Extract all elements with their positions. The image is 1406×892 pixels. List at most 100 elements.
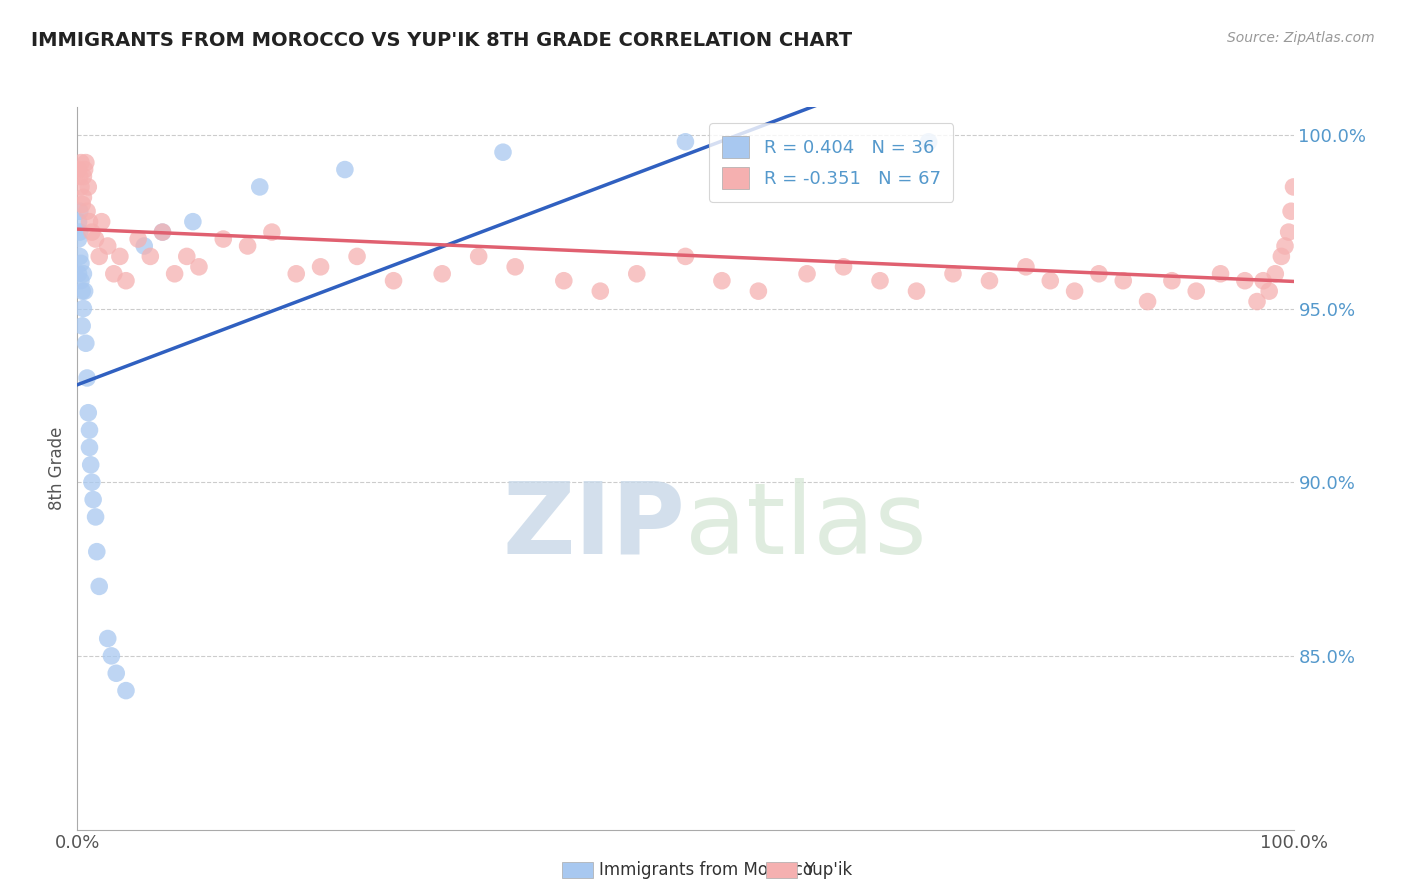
Point xyxy=(181,215,204,229)
Point xyxy=(1282,180,1305,194)
Point xyxy=(382,274,405,288)
Point xyxy=(1278,225,1301,239)
Point xyxy=(90,215,112,229)
Point xyxy=(1088,267,1111,281)
Point xyxy=(67,162,90,177)
Point xyxy=(1258,284,1281,298)
Point xyxy=(77,180,100,194)
Point xyxy=(115,683,138,698)
Point xyxy=(1264,267,1286,281)
Point xyxy=(942,267,965,281)
Text: Source: ZipAtlas.com: Source: ZipAtlas.com xyxy=(1227,31,1375,45)
Point xyxy=(1136,294,1159,309)
Point xyxy=(89,579,111,593)
Point xyxy=(76,371,98,385)
Point xyxy=(979,274,1001,288)
Point xyxy=(236,239,259,253)
Point xyxy=(333,162,356,177)
Legend: R = 0.404   N = 36, R = -0.351   N = 67: R = 0.404 N = 36, R = -0.351 N = 67 xyxy=(710,123,953,202)
Point xyxy=(127,232,149,246)
Point xyxy=(626,267,648,281)
Point xyxy=(285,267,308,281)
Point xyxy=(346,249,368,263)
Point xyxy=(73,162,96,177)
Y-axis label: 8th Grade: 8th Grade xyxy=(48,426,66,510)
Text: IMMIGRANTS FROM MOROCCO VS YUP'IK 8TH GRADE CORRELATION CHART: IMMIGRANTS FROM MOROCCO VS YUP'IK 8TH GR… xyxy=(31,31,852,50)
Point xyxy=(115,274,138,288)
Point xyxy=(212,232,235,246)
Point xyxy=(67,232,90,246)
Point xyxy=(108,249,131,263)
Point xyxy=(80,475,103,490)
Point xyxy=(72,301,94,316)
Point xyxy=(97,239,120,253)
Point xyxy=(1112,274,1135,288)
Point xyxy=(97,632,120,646)
Point xyxy=(69,249,91,263)
Point xyxy=(832,260,855,274)
Point xyxy=(79,441,101,455)
Point xyxy=(80,225,103,239)
Point xyxy=(503,260,526,274)
Point xyxy=(70,256,93,270)
Point xyxy=(67,267,90,281)
Point xyxy=(72,190,94,204)
Text: atlas: atlas xyxy=(686,477,927,574)
Point xyxy=(69,204,91,219)
Point xyxy=(100,648,122,663)
Point xyxy=(675,249,697,263)
Point xyxy=(869,274,891,288)
Point xyxy=(152,225,174,239)
Point xyxy=(77,406,100,420)
Point xyxy=(260,225,283,239)
Point xyxy=(76,204,98,219)
Point xyxy=(80,458,103,472)
Point xyxy=(84,510,107,524)
Point xyxy=(589,284,612,298)
Point xyxy=(467,249,489,263)
Point xyxy=(492,145,515,160)
Point xyxy=(163,267,186,281)
Point xyxy=(70,318,93,333)
Point xyxy=(249,180,271,194)
Point xyxy=(73,284,96,298)
Point xyxy=(105,666,128,681)
Point xyxy=(82,492,104,507)
Point xyxy=(86,544,108,558)
Point xyxy=(918,135,941,149)
Point xyxy=(710,274,733,288)
Point xyxy=(103,267,125,281)
Point xyxy=(70,197,93,211)
Point xyxy=(70,284,93,298)
Point xyxy=(1233,274,1256,288)
Point xyxy=(188,260,211,274)
Point xyxy=(134,239,156,253)
Point xyxy=(70,274,93,288)
Point xyxy=(79,423,101,437)
Point xyxy=(1246,294,1268,309)
Point xyxy=(69,169,91,184)
Point xyxy=(675,135,697,149)
Point xyxy=(75,336,97,351)
Point xyxy=(553,274,575,288)
Text: Yup'ik: Yup'ik xyxy=(804,861,852,879)
Text: ZIP: ZIP xyxy=(502,477,686,574)
Point xyxy=(1270,249,1292,263)
Point xyxy=(1039,274,1062,288)
Point xyxy=(309,260,332,274)
Point xyxy=(176,249,198,263)
Point xyxy=(1274,239,1296,253)
Point xyxy=(1185,284,1208,298)
Point xyxy=(747,284,769,298)
Point xyxy=(67,215,90,229)
Point xyxy=(430,267,453,281)
Point xyxy=(89,249,111,263)
Text: Immigrants from Morocco: Immigrants from Morocco xyxy=(599,861,813,879)
Point xyxy=(1279,204,1302,219)
Point xyxy=(1251,274,1274,288)
Point xyxy=(75,155,97,169)
Point xyxy=(72,169,94,184)
Point xyxy=(79,215,101,229)
Point xyxy=(70,155,93,169)
Point xyxy=(84,232,107,246)
